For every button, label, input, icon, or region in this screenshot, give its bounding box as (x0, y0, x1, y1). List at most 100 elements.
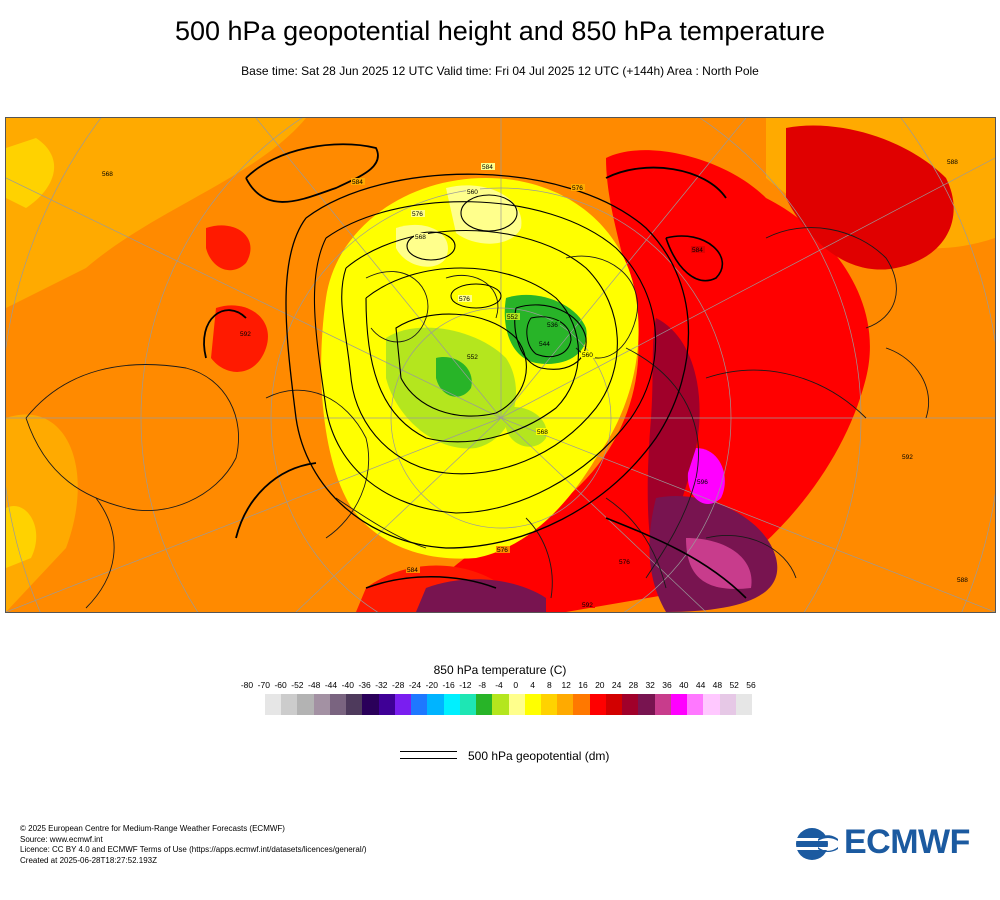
contour-label: 576 (412, 211, 423, 218)
lightgreen-patch (506, 407, 547, 447)
red-region-east (426, 150, 870, 612)
maroon-patch-south (416, 579, 546, 612)
contour-label: 584 (482, 164, 493, 171)
contour-label: 588 (957, 577, 968, 584)
amber-region-nw (6, 118, 306, 308)
coastlines (25, 227, 930, 609)
colorbar-swatch (703, 694, 720, 715)
colorbar-tick-label: -24 (408, 680, 422, 690)
colorbar-tick-label: -12 (459, 680, 472, 690)
contour-legend-line (400, 751, 457, 752)
map-svg: 584 576 568 560 576 552 544 536 552 560 … (6, 118, 995, 612)
colorbar-tick-label: 24 (611, 680, 622, 690)
ecmwf-logo-icon (794, 828, 840, 860)
colorbar-swatch (394, 694, 412, 715)
magenta-hotspot (687, 448, 725, 504)
colorbar-swatch (265, 694, 282, 715)
contour-label: 584 (407, 567, 418, 574)
colorbar-tick-label: 52 (729, 680, 739, 690)
colorbar-tick-label: -52 (291, 680, 304, 690)
contour-label: 576 (497, 547, 508, 554)
colorbar-swatch (411, 694, 428, 715)
ecmwf-logo: ECMWF (794, 823, 984, 862)
colorbar-swatch (540, 694, 558, 715)
colorbar-swatch (443, 694, 460, 715)
pink-patch (686, 538, 752, 589)
colorbar-tick-label: -40 (341, 680, 354, 690)
chart-subtitle: Base time: Sat 28 Jun 2025 12 UTC Valid … (241, 64, 759, 78)
contour-label: 544 (539, 341, 550, 348)
contour-label: 568 (102, 171, 113, 178)
colorbar-swatch (735, 694, 753, 715)
graticule (6, 118, 995, 612)
colorbar-swatch (687, 694, 704, 715)
contour-label: 568 (415, 234, 426, 241)
contour-label: 592 (902, 454, 913, 461)
colorbar-swatch (638, 694, 655, 715)
colorbar-tick-label: -32 (375, 680, 388, 690)
colorbar-swatch (654, 694, 671, 715)
yellow-patch-sw (6, 506, 37, 568)
colorbar-tick-label: 4 (530, 680, 535, 690)
colorbar-tick-label: -20 (425, 680, 438, 690)
colorbar-tick-label: 0 (513, 680, 519, 690)
colorbar-swatch (362, 694, 379, 715)
colorbar-tick-label: -60 (274, 680, 287, 690)
red-patch-west (211, 305, 268, 372)
contour-legend-label: 500 hPa geopotential (dm) (468, 749, 610, 763)
colorbar-tick-label: 16 (578, 680, 588, 690)
colorbar-tick-label: 40 (679, 680, 689, 690)
contour-label: 584 (692, 247, 703, 254)
contour-label: 536 (547, 322, 558, 329)
colorbar-swatch (459, 694, 477, 715)
contour-label: 584 (352, 179, 363, 186)
colorbar-tick-label: -28 (392, 680, 405, 690)
green-patch-west (436, 357, 472, 397)
colorbar-swatch (589, 694, 606, 715)
red-patch-nw (206, 225, 251, 271)
contour-label: 576 (572, 185, 583, 192)
colorbar-tick-label: 56 (746, 680, 756, 690)
colorbar-swatch (508, 694, 525, 715)
legend-title: 850 hPa temperature (C) (433, 663, 567, 677)
footer-line: Licence: CC BY 4.0 and ECMWF Terms of Us… (20, 845, 367, 854)
contour-label: 588 (947, 159, 958, 166)
colorbar-swatch (719, 694, 736, 715)
colorbar-swatch (476, 694, 493, 715)
contour-label: 560 (582, 352, 593, 359)
colorbar-tick-label: -44 (324, 680, 338, 690)
colorbar (265, 694, 753, 715)
colorbar-swatch (427, 694, 444, 715)
footer-credits: © 2025 European Centre for Medium-Range … (20, 824, 367, 866)
chart-title: 500 hPa geopotential height and 850 hPa … (174, 16, 825, 46)
colorbar-tick-label: -8 (478, 680, 486, 690)
colorbar-swatch (297, 694, 314, 715)
contour-legend-line (400, 758, 457, 759)
pale-yellow-nw (396, 224, 448, 267)
colorbar-swatch (281, 694, 298, 715)
colorbar-swatch (313, 694, 330, 715)
colorbar-swatch (492, 694, 509, 715)
colorbar-tick-label: -48 (308, 680, 321, 690)
contour-label: 576 (619, 559, 630, 566)
colorbar-tick-label: -4 (495, 680, 503, 690)
colorbar-tick-label: 44 (695, 680, 706, 690)
contour-label: 592 (240, 331, 251, 338)
colorbar-tick-label: 48 (712, 680, 723, 690)
map-panel: 584 576 568 560 576 552 544 536 552 560 … (5, 117, 996, 613)
colorbar-tick-label: -16 (442, 680, 455, 690)
colorbar-swatch (346, 694, 363, 715)
footer-line: Created at 2025-06-28T18:27:52.193Z (20, 855, 157, 865)
colorbar-ticks: -80 -70 -60 -52 -48 -44 -40 -36 -32 -28 -24 -20 -16-… (0, 680, 1000, 694)
colorbar-tick-label: 28 (628, 680, 639, 690)
amber-region-sw (6, 414, 78, 612)
contour-label: 596 (697, 479, 708, 486)
contour-legend: 500 hPa geopotential (dm) (400, 748, 700, 766)
contour-label: 552 (467, 354, 478, 361)
red-region-ne (786, 125, 954, 270)
colorbar-tick-label: 8 (547, 680, 552, 690)
contour-label: 560 (467, 189, 478, 196)
colorbar-tick-label: -80 (240, 680, 254, 690)
colorbar-swatch (329, 694, 347, 715)
colorbar-swatch (524, 694, 541, 715)
